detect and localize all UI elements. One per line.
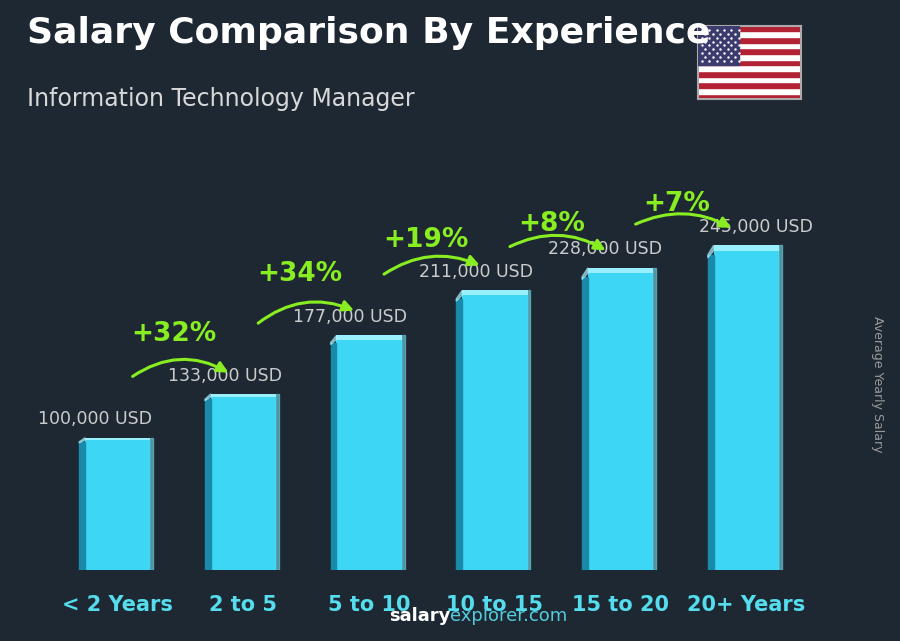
- Polygon shape: [330, 342, 337, 570]
- Polygon shape: [582, 268, 588, 279]
- Text: 15 to 20: 15 to 20: [572, 595, 669, 615]
- Bar: [714, 246, 779, 251]
- Bar: [698, 26, 801, 31]
- Bar: [337, 335, 401, 340]
- Bar: [85, 438, 150, 440]
- Bar: [698, 60, 801, 65]
- Text: 211,000 USD: 211,000 USD: [419, 263, 533, 281]
- Bar: [698, 88, 801, 94]
- Text: 133,000 USD: 133,000 USD: [167, 367, 282, 385]
- Text: 228,000 USD: 228,000 USD: [548, 240, 662, 258]
- Text: Information Technology Manager: Information Technology Manager: [27, 87, 415, 110]
- Polygon shape: [456, 290, 463, 301]
- Bar: [698, 54, 801, 60]
- Bar: [698, 77, 801, 82]
- Bar: [211, 394, 276, 570]
- Polygon shape: [330, 335, 337, 345]
- Bar: [698, 31, 801, 37]
- Bar: [85, 438, 150, 570]
- Bar: [463, 290, 527, 296]
- Text: 100,000 USD: 100,000 USD: [38, 410, 152, 428]
- Text: +8%: +8%: [518, 211, 585, 237]
- Text: +19%: +19%: [383, 227, 468, 253]
- Polygon shape: [150, 438, 153, 570]
- Bar: [698, 71, 801, 77]
- Bar: [588, 268, 653, 273]
- Polygon shape: [456, 299, 463, 570]
- Bar: [211, 394, 276, 397]
- Polygon shape: [205, 394, 211, 401]
- Text: 5 to 10: 5 to 10: [328, 595, 410, 615]
- Bar: [337, 335, 401, 570]
- Bar: [698, 94, 801, 99]
- Polygon shape: [276, 394, 279, 570]
- Text: 245,000 USD: 245,000 USD: [699, 218, 814, 236]
- Text: salary: salary: [389, 607, 450, 625]
- Text: +7%: +7%: [644, 191, 711, 217]
- Bar: [463, 290, 527, 570]
- Polygon shape: [707, 255, 714, 570]
- Polygon shape: [79, 442, 85, 570]
- Text: Salary Comparison By Experience: Salary Comparison By Experience: [27, 16, 710, 50]
- Polygon shape: [205, 399, 211, 570]
- Bar: [588, 268, 653, 570]
- Text: Average Yearly Salary: Average Yearly Salary: [871, 317, 884, 453]
- Text: 10 to 15: 10 to 15: [446, 595, 544, 615]
- Text: < 2 Years: < 2 Years: [62, 595, 173, 615]
- Bar: [698, 65, 801, 71]
- Polygon shape: [653, 268, 656, 570]
- Bar: [698, 43, 801, 48]
- Bar: [698, 48, 801, 54]
- Text: explorer.com: explorer.com: [450, 607, 567, 625]
- Bar: [714, 246, 779, 570]
- Polygon shape: [779, 246, 782, 570]
- Polygon shape: [401, 335, 405, 570]
- Polygon shape: [527, 290, 530, 570]
- Text: 177,000 USD: 177,000 USD: [293, 308, 408, 326]
- Polygon shape: [707, 246, 714, 258]
- Bar: [698, 82, 801, 88]
- Text: 2 to 5: 2 to 5: [210, 595, 277, 615]
- Bar: [698, 26, 739, 65]
- Bar: [698, 37, 801, 43]
- Text: +34%: +34%: [257, 262, 343, 287]
- Polygon shape: [582, 277, 588, 570]
- Polygon shape: [79, 438, 85, 443]
- Text: 20+ Years: 20+ Years: [688, 595, 806, 615]
- Text: +32%: +32%: [131, 321, 217, 347]
